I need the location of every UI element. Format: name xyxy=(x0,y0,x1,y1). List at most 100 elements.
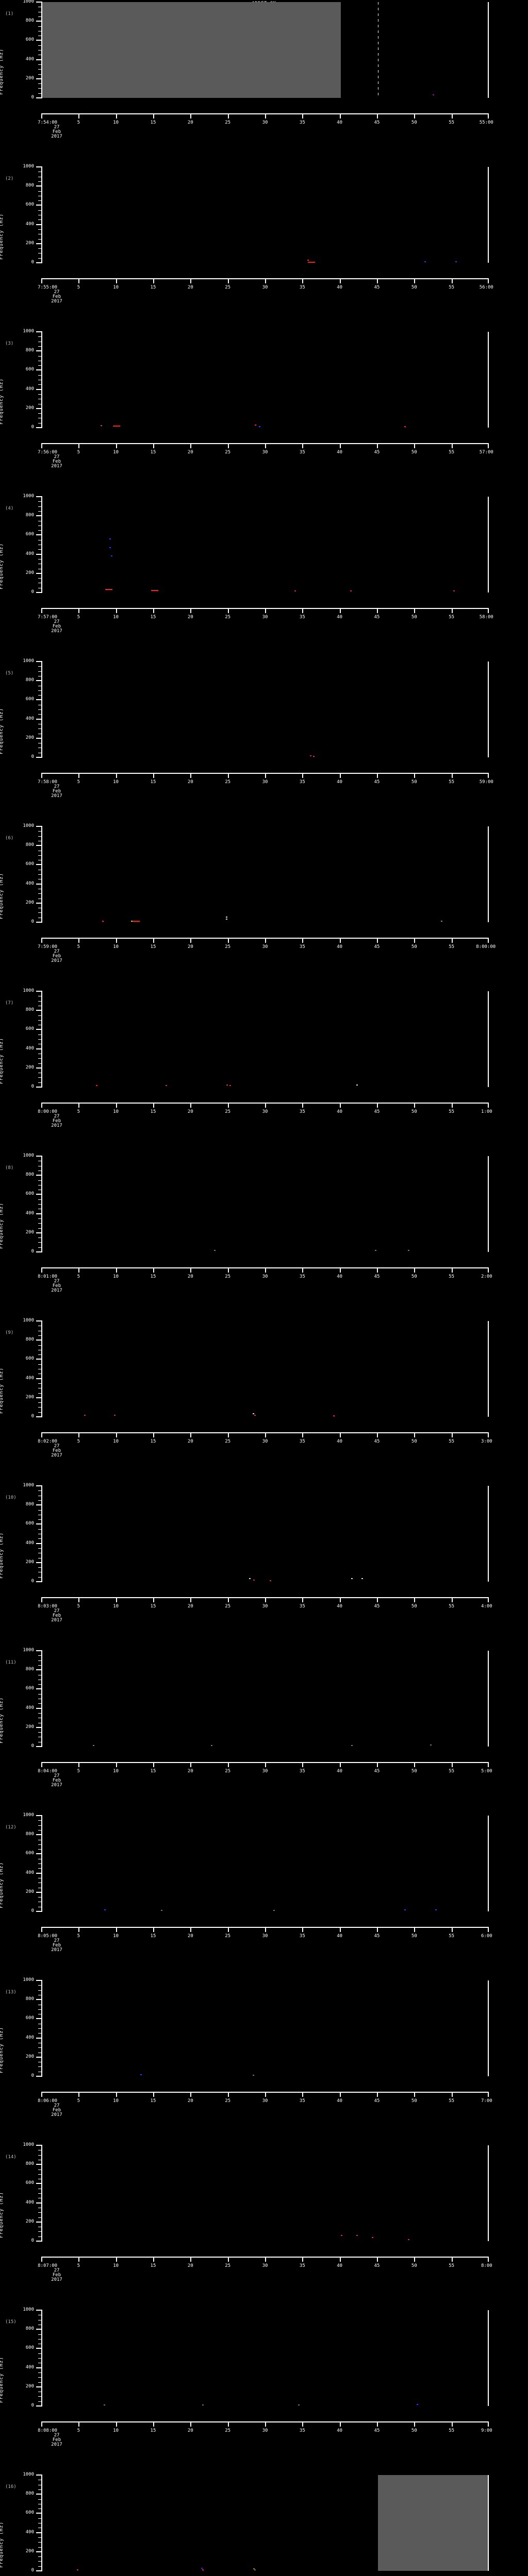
plot-area[interactable] xyxy=(41,662,489,757)
x-axis-tick xyxy=(414,1433,416,1437)
x-axis-tick xyxy=(265,1268,266,1273)
plot-area[interactable] xyxy=(41,332,489,428)
y-axis-tick xyxy=(36,1213,42,1214)
strip-panel: 1000 800 600 400 200 0 (7) Frequency (Hz) 8:00:0… xyxy=(0,968,528,1132)
x-axis-tick-label: 30 xyxy=(262,285,268,290)
y-axis-tick xyxy=(36,97,42,98)
x-axis-end-label: 59:00 xyxy=(479,779,493,785)
x-axis-tick xyxy=(488,2258,489,2262)
y-axis-minor-tick xyxy=(38,2518,42,2519)
y-axis-tick xyxy=(36,2018,42,2020)
plot-area[interactable] xyxy=(41,1486,489,1582)
y-axis-tick xyxy=(36,1156,42,1157)
x-axis-tick-label: 40 xyxy=(337,1769,343,1774)
x-axis-tick-label: 5 xyxy=(77,944,80,950)
x-axis-tick xyxy=(153,1433,154,1437)
x-axis-tick xyxy=(451,279,453,283)
x-axis: 8:02:00 5 10 15 20 25 30 35 40 45 50 55 3:00 xyxy=(38,1432,492,1444)
y-axis-tick xyxy=(36,262,42,263)
data-point-marker xyxy=(372,2236,374,2238)
plot-area[interactable] xyxy=(41,497,489,592)
data-point-marker xyxy=(252,2074,254,2076)
x-axis-tick xyxy=(227,2422,229,2427)
date-line-3: 2017 xyxy=(51,1123,62,1128)
date-line-3: 2017 xyxy=(51,134,62,139)
x-axis-tick-label: 20 xyxy=(187,285,193,290)
x-axis-tick xyxy=(377,1433,378,1437)
x-axis-tick xyxy=(488,609,489,613)
data-point-marker xyxy=(273,1909,275,1911)
x-axis-tick xyxy=(451,2422,453,2427)
x-axis-tick xyxy=(302,2258,304,2262)
plot-area[interactable] xyxy=(41,991,489,1087)
x-axis-tick xyxy=(339,279,341,283)
x-axis-tick-label: 50 xyxy=(411,615,417,620)
date-line-2: Feb xyxy=(52,129,61,134)
plot-area[interactable] xyxy=(41,1980,489,2076)
panel-number-label: (4) xyxy=(5,506,14,511)
x-axis-tick-label: 25 xyxy=(225,944,231,950)
y-axis-minor-tick xyxy=(38,1383,42,1384)
y-axis-tick xyxy=(36,1669,42,1671)
x-axis-tick-label: 55 xyxy=(449,944,455,950)
y-axis-tick-label: 800 xyxy=(25,1832,34,1837)
plot-area[interactable] xyxy=(41,1321,489,1417)
x-axis-tick-label: 25 xyxy=(225,285,231,290)
plot-area[interactable] xyxy=(41,2310,489,2406)
data-point-marker xyxy=(407,1250,409,1251)
plot-area[interactable] xyxy=(41,167,489,263)
plot-area[interactable] xyxy=(41,2,489,98)
plot-area[interactable] xyxy=(41,826,489,922)
x-axis-tick-label: 15 xyxy=(150,120,156,125)
y-axis-tick xyxy=(36,331,42,332)
data-point-marker xyxy=(111,555,113,557)
plot-area[interactable] xyxy=(41,1156,489,1252)
y-axis-minor-tick xyxy=(38,365,42,366)
y-axis-tick xyxy=(36,515,42,517)
y-axis-tick-label: 400 xyxy=(25,2364,34,2370)
y-axis-minor-tick xyxy=(38,1364,42,1365)
y-axis-minor-tick xyxy=(38,1829,42,1831)
x-axis-tick xyxy=(227,114,229,118)
data-point-marker xyxy=(76,2569,78,2571)
x-axis-tick-label: 10 xyxy=(113,450,119,455)
x-axis-start-label: 7:54:00 xyxy=(38,120,58,125)
plot-inner xyxy=(42,2475,488,2571)
data-point-marker xyxy=(453,590,455,592)
plot-area[interactable] xyxy=(41,2475,489,2571)
y-axis-tick-label: 600 xyxy=(25,532,34,537)
x-axis-tick-label: 40 xyxy=(337,944,343,950)
x-axis-tick-label: 15 xyxy=(150,1109,156,1114)
y-axis-tick-label: 1000 xyxy=(23,988,34,993)
y-axis-tick xyxy=(36,40,42,41)
x-axis-tick-label: 40 xyxy=(337,1439,343,1444)
y-axis-minor-tick xyxy=(38,2217,42,2218)
y-axis-minor-tick xyxy=(38,1020,42,1021)
x-axis: 7:57:00 5 10 15 20 25 30 35 40 45 50 55 58:00 xyxy=(38,608,493,620)
x-axis-date-label: 27 Feb 2017 xyxy=(41,2433,72,2447)
y-axis-tick-label: 1000 xyxy=(23,494,34,499)
y-axis-tick-label: 200 xyxy=(25,2548,34,2554)
y-axis-tick-label: 400 xyxy=(25,56,34,62)
plot-area[interactable] xyxy=(41,1816,489,1911)
y-axis-tick-label: 0 xyxy=(31,2073,34,2078)
data-point-marker xyxy=(258,426,260,428)
y-axis-tick xyxy=(36,205,42,206)
y-axis-minor-tick xyxy=(38,2377,42,2378)
y-axis-tick-label: 400 xyxy=(25,2529,34,2535)
y-axis-tick xyxy=(36,826,42,827)
plot-area[interactable] xyxy=(41,2145,489,2241)
x-axis-tick xyxy=(488,444,489,448)
data-point-marker xyxy=(313,756,315,757)
x-axis-start-label: 8:04:00 xyxy=(38,1769,58,1774)
x-axis-tick-label: 45 xyxy=(374,2428,380,2433)
y-axis-tick-label: 1000 xyxy=(23,1977,34,1982)
x-axis-tick xyxy=(116,2258,117,2262)
x-axis-tick xyxy=(41,2093,42,2097)
x-axis-tick-label: 40 xyxy=(337,2098,343,2104)
y-axis-tick-label: 600 xyxy=(25,2510,34,2516)
data-point-marker xyxy=(93,1744,95,1746)
y-axis-tick-label: 1000 xyxy=(23,823,34,828)
plot-area[interactable] xyxy=(41,1651,489,1747)
x-axis-tick xyxy=(451,2093,453,2097)
